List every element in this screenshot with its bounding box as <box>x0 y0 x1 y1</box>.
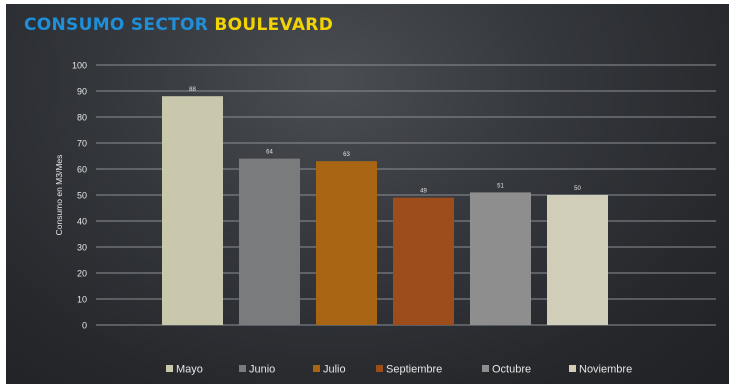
title-part-1: CONSUMO SECTOR <box>24 15 209 35</box>
legend-label: Julio <box>323 364 346 376</box>
data-label: 49 <box>420 189 427 195</box>
data-label: 51 <box>497 183 504 189</box>
data-label: 50 <box>574 186 581 192</box>
y-tick-label: 70 <box>77 139 87 149</box>
y-tick-label: 40 <box>77 217 87 227</box>
bar-julio <box>316 161 377 325</box>
bar-septiembre <box>393 197 454 325</box>
bar-chart: 0 10 20 30 40 50 60 70 80 90 100 Consumo en M3/Mes 8… <box>54 61 716 376</box>
y-tick-label: 0 <box>82 321 87 331</box>
legend-label: Noviembre <box>579 364 632 376</box>
legend-label: Junio <box>249 364 275 376</box>
legend-swatch <box>313 365 320 372</box>
y-tick-label: 60 <box>77 165 87 175</box>
data-label: 63 <box>343 152 350 158</box>
y-tick-label: 90 <box>77 87 87 97</box>
legend-swatch <box>482 365 489 372</box>
legend-swatch <box>569 365 576 372</box>
y-tick-label: 30 <box>77 243 87 253</box>
data-label: 64 <box>266 150 273 156</box>
slide: CONSUMO SECTOR BOULEVARD 0 10 20 30 40 50 60 70… <box>6 4 729 384</box>
bar-mayo <box>162 96 223 325</box>
y-tick-label: 100 <box>72 61 87 71</box>
legend-swatch <box>239 365 246 372</box>
legend-label: Mayo <box>176 364 203 376</box>
y-axis-label: Consumo en M3/Mes <box>54 155 64 236</box>
legend-label: Octubre <box>492 364 531 376</box>
chart-title: CONSUMO SECTOR BOULEVARD <box>24 15 333 35</box>
legend-swatch <box>166 365 173 372</box>
y-tick-label: 10 <box>77 295 87 305</box>
title-part-2: BOULEVARD <box>214 15 334 35</box>
y-tick-label: 50 <box>77 191 87 201</box>
bar-noviembre <box>547 195 608 325</box>
bar-junio <box>239 158 300 325</box>
legend-label: Septiembre <box>386 364 442 376</box>
data-label: 88 <box>189 87 196 93</box>
bar-octubre <box>470 192 531 325</box>
legend-swatch <box>376 365 383 372</box>
y-tick-label: 20 <box>77 269 87 279</box>
y-tick-label: 80 <box>77 113 87 123</box>
